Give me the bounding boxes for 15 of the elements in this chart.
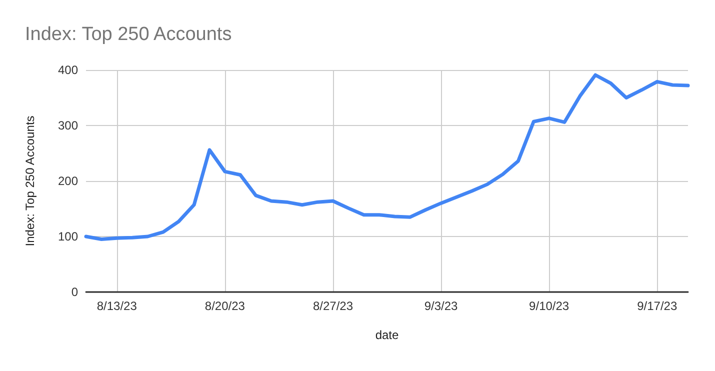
x-tick-label: 9/10/23 xyxy=(529,299,570,313)
y-axis-title: Index: Top 250 Accounts xyxy=(23,116,37,246)
x-axis-title: date xyxy=(375,328,399,342)
y-tick-label: 400 xyxy=(58,63,78,77)
y-tick-label: 200 xyxy=(58,174,78,188)
x-tick-label: 8/13/23 xyxy=(96,299,138,313)
x-tick-label: 9/3/23 xyxy=(424,299,458,313)
y-tick-label: 300 xyxy=(58,118,78,132)
chart-title: Index: Top 250 Accounts xyxy=(25,24,232,45)
x-tick-label: 8/27/23 xyxy=(312,299,354,313)
x-tick-label: 9/17/23 xyxy=(637,299,678,313)
y-tick-label: 0 xyxy=(71,285,78,299)
y-tick-label: 100 xyxy=(58,230,78,244)
x-tick-label: 8/20/23 xyxy=(204,299,246,313)
line-series xyxy=(84,73,690,242)
